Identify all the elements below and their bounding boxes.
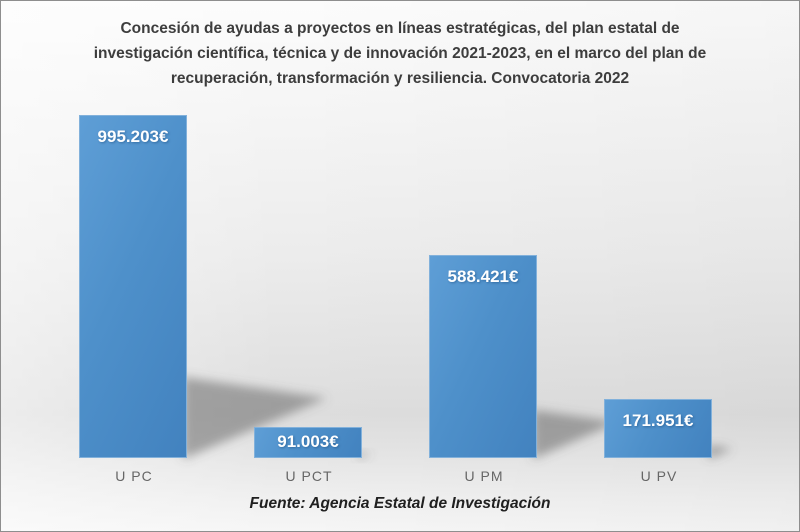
bar-upv: 171.951€ xyxy=(604,399,712,458)
bar-upc: 995.203€ xyxy=(79,115,187,458)
source-caption: Fuente: Agencia Estatal de Investigación xyxy=(249,495,551,512)
bar-value-label-upm: 588.421€ xyxy=(447,267,519,286)
bar-value-label-upct: 91.003€ xyxy=(277,432,339,451)
bar-upct: 91.003€ xyxy=(254,427,362,458)
bar-value-label-upc: 995.203€ xyxy=(97,127,169,146)
chart-title: Concesión de ayudas a proyectos en línea… xyxy=(93,20,707,87)
bar-upm: 588.421€ xyxy=(429,255,537,458)
x-axis-label-upm: U PM xyxy=(464,468,504,484)
x-axis-label-upc: U PC xyxy=(115,468,153,484)
x-axis-label-upct: U PCT xyxy=(285,468,333,484)
x-axis-label-upv: U PV xyxy=(640,468,678,484)
bar-value-label-upv: 171.951€ xyxy=(622,411,694,430)
